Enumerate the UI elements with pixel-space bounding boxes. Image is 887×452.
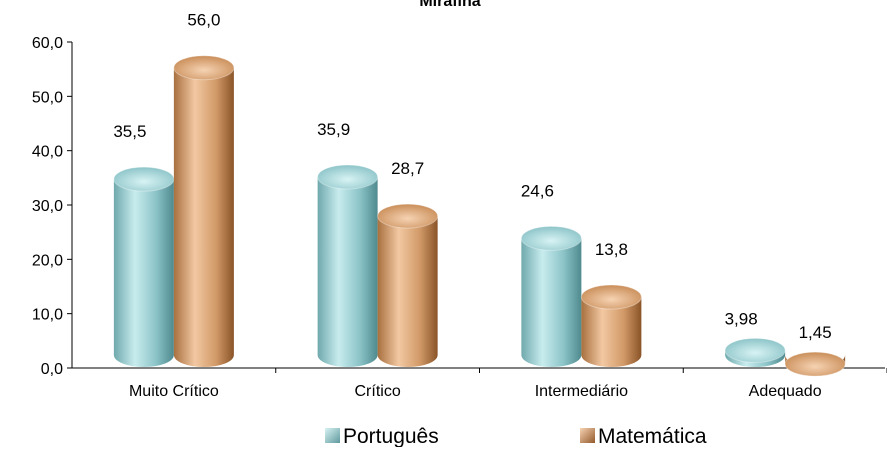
bar-body (581, 297, 642, 367)
bar-top (317, 164, 379, 190)
bar-top (113, 166, 175, 192)
legend-label: Matemática (598, 425, 707, 447)
y-tick-label: 10,0 (32, 307, 63, 324)
bar-body (173, 67, 234, 367)
y-tick-label: 20,0 (32, 252, 63, 269)
data-label: 24,6 (521, 181, 554, 200)
data-label: 35,9 (317, 120, 350, 139)
bar-top (520, 225, 582, 251)
bar-body (377, 216, 438, 367)
bar-matematica (377, 203, 439, 367)
axes: 0,0 10,0 20,0 30,0 40,0 50,0 60,0 Muito Crítico… (32, 35, 887, 400)
bar-body (113, 179, 174, 367)
bar-top (724, 337, 786, 363)
bar-portugues (520, 225, 582, 367)
data-label: 35,5 (113, 122, 146, 141)
bar-matematica (173, 55, 235, 367)
x-tick-label: Intermediário (535, 383, 628, 400)
bar-matematica (784, 351, 846, 377)
bar-top (377, 203, 439, 229)
data-label: 56,0 (187, 11, 220, 30)
data-labels: 35,5 56,0 35,9 28,7 24,6 13,8 3,98 1,45 (113, 11, 831, 342)
data-label: 3,98 (725, 309, 758, 328)
y-tick-label: 50,0 (32, 89, 63, 106)
chart-title: Mirafina (419, 0, 480, 10)
bar-body (521, 238, 582, 367)
x-tick-label: Crítico (355, 383, 401, 400)
legend: Português Matemática (325, 425, 707, 448)
bar-portugues (724, 337, 786, 367)
y-tick-label: 60,0 (32, 35, 63, 52)
data-label: 13,8 (595, 240, 628, 259)
y-tick-label: 0,0 (41, 361, 63, 378)
bar-matematica (580, 284, 642, 367)
bar-portugues (317, 164, 379, 367)
data-label: 1,45 (799, 323, 832, 342)
bar-portugues (113, 166, 175, 367)
bars (113, 55, 846, 377)
data-label: 28,7 (391, 159, 424, 178)
legend-swatch (325, 428, 340, 443)
legend-label: Português (343, 425, 439, 447)
bar-top (580, 284, 642, 310)
bar-top (173, 55, 235, 81)
legend-swatch (580, 428, 595, 443)
x-tick-label: Muito Crítico (129, 383, 219, 400)
bar-top (784, 351, 846, 377)
y-tick-label: 40,0 (32, 144, 63, 161)
x-tick-label: Adequado (749, 383, 822, 400)
bar-body (317, 176, 378, 367)
y-tick-label: 30,0 (32, 198, 63, 215)
